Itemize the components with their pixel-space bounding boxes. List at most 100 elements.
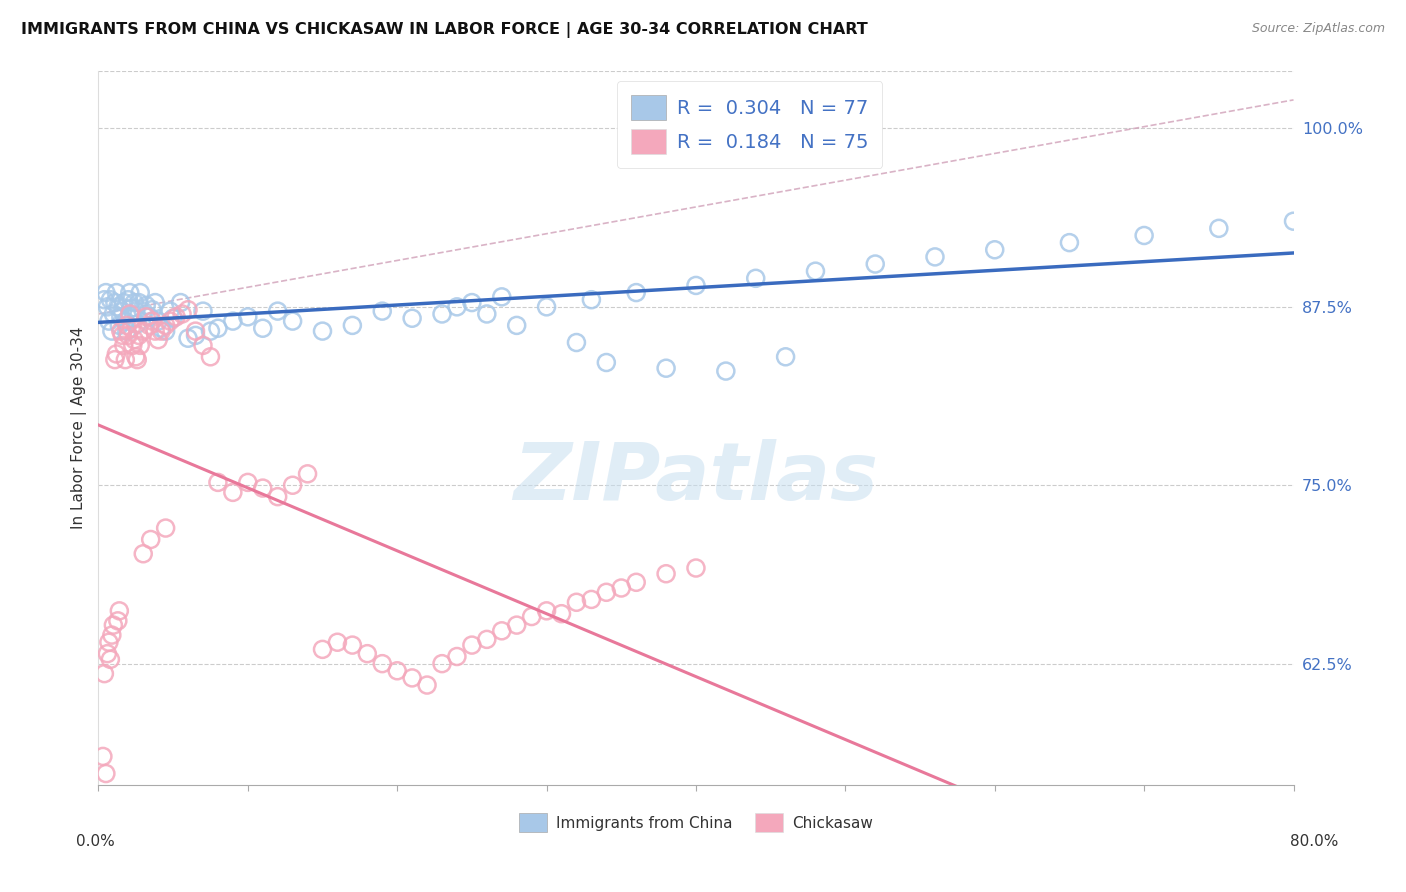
Point	[595, 585, 617, 599]
Point	[371, 657, 394, 671]
Point	[162, 311, 184, 326]
Point	[115, 324, 138, 338]
Point	[129, 285, 152, 300]
Point	[125, 304, 148, 318]
Point	[626, 285, 648, 300]
Point	[98, 652, 122, 666]
Point	[252, 321, 274, 335]
Point	[115, 318, 138, 333]
Point	[118, 307, 141, 321]
Point	[159, 304, 181, 318]
Point	[430, 657, 453, 671]
Point	[297, 467, 319, 481]
Point	[685, 278, 707, 293]
Point	[342, 318, 364, 333]
Legend: Immigrants from China, Chickasaw: Immigrants from China, Chickasaw	[510, 804, 882, 841]
Point	[184, 324, 207, 338]
Point	[101, 324, 124, 338]
Point	[110, 310, 132, 324]
Point	[1133, 228, 1156, 243]
Point	[112, 295, 135, 310]
Point	[775, 350, 797, 364]
Point	[132, 324, 155, 338]
Text: 80.0%: 80.0%	[1291, 834, 1339, 849]
Point	[236, 310, 259, 324]
Point	[111, 304, 134, 318]
Point	[150, 324, 173, 338]
Point	[311, 642, 333, 657]
Point	[565, 335, 588, 350]
Point	[252, 481, 274, 495]
Point	[207, 321, 229, 335]
Point	[581, 293, 603, 307]
Text: ZIPatlas: ZIPatlas	[513, 439, 879, 517]
Point	[169, 295, 191, 310]
Point	[114, 352, 136, 367]
Point	[685, 561, 707, 575]
Point	[127, 352, 149, 367]
Point	[401, 311, 423, 326]
Point	[1208, 221, 1230, 235]
Point	[804, 264, 827, 278]
Point	[1059, 235, 1081, 250]
Point	[267, 490, 290, 504]
Point	[120, 301, 142, 316]
Point	[177, 302, 200, 317]
Point	[124, 295, 146, 310]
Point	[101, 628, 124, 642]
Point	[200, 324, 222, 338]
Point	[141, 314, 163, 328]
Point	[177, 331, 200, 345]
Point	[107, 300, 129, 314]
Point	[121, 311, 143, 326]
Point	[281, 314, 304, 328]
Point	[1357, 210, 1379, 224]
Point	[105, 285, 128, 300]
Point	[184, 328, 207, 343]
Point	[129, 338, 152, 352]
Point	[117, 293, 139, 307]
Point	[97, 314, 120, 328]
Point	[506, 618, 529, 632]
Point	[132, 547, 155, 561]
Point	[91, 749, 114, 764]
Point	[371, 304, 394, 318]
Point	[506, 318, 529, 333]
Point	[148, 314, 170, 328]
Point	[475, 632, 498, 647]
Point	[120, 321, 142, 335]
Text: IMMIGRANTS FROM CHINA VS CHICKASAW IN LABOR FORCE | AGE 30-34 CORRELATION CHART: IMMIGRANTS FROM CHINA VS CHICKASAW IN LA…	[21, 22, 868, 38]
Point	[595, 355, 617, 369]
Point	[111, 328, 134, 343]
Point	[172, 307, 194, 321]
Point	[108, 604, 131, 618]
Point	[491, 290, 513, 304]
Point	[96, 300, 118, 314]
Point	[132, 304, 155, 318]
Point	[461, 295, 484, 310]
Point	[655, 566, 678, 581]
Point	[865, 257, 887, 271]
Point	[200, 350, 222, 364]
Point	[138, 318, 160, 333]
Y-axis label: In Labor Force | Age 30-34: In Labor Force | Age 30-34	[72, 326, 87, 530]
Point	[104, 295, 127, 310]
Point	[148, 333, 170, 347]
Point	[191, 338, 214, 352]
Point	[124, 333, 146, 347]
Point	[491, 624, 513, 638]
Text: Source: ZipAtlas.com: Source: ZipAtlas.com	[1251, 22, 1385, 36]
Point	[461, 638, 484, 652]
Point	[385, 664, 409, 678]
Point	[207, 475, 229, 490]
Point	[550, 607, 572, 621]
Point	[125, 350, 148, 364]
Point	[104, 352, 127, 367]
Point	[121, 338, 143, 352]
Point	[150, 321, 173, 335]
Point	[143, 324, 166, 338]
Point	[118, 285, 141, 300]
Point	[1282, 214, 1305, 228]
Point	[108, 318, 131, 333]
Point	[155, 318, 177, 333]
